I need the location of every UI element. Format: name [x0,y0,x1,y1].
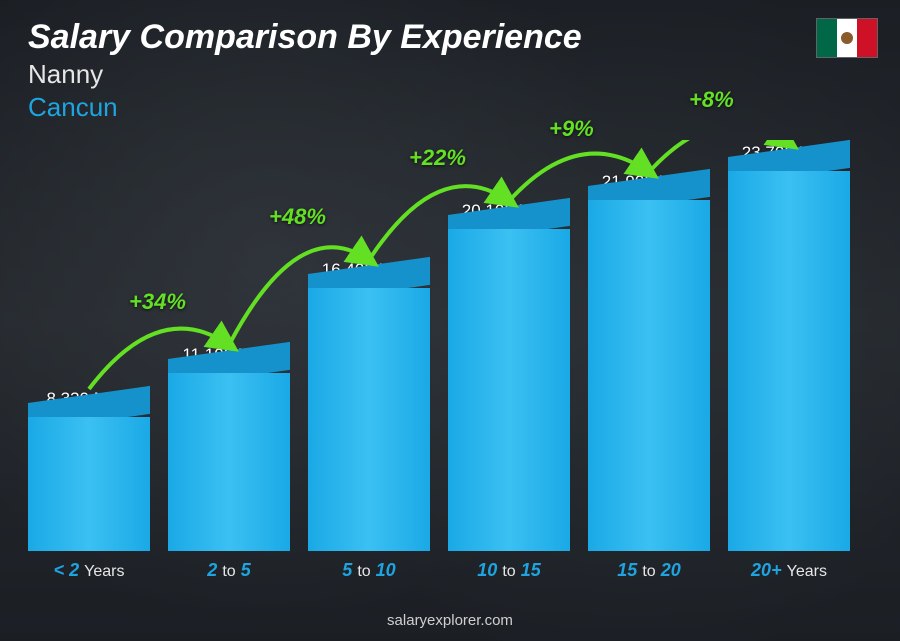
growth-percent-label: +9% [549,116,594,142]
growth-percent-label: +22% [409,145,466,171]
growth-percent-label: +8% [689,87,734,113]
chart-title: Salary Comparison By Experience [28,18,872,57]
chart-container: Salary Comparison By Experience Nanny Ca… [0,0,900,641]
x-axis-label: 2 to 5 [168,560,290,581]
x-axis-label: 20+ Years [728,560,850,581]
chart-location: Cancun [28,92,872,123]
chart-subtitle: Nanny [28,59,872,90]
bar-chart: 8,330 MXN11,100 MXN16,400 MXN20,100 MXN2… [28,140,850,581]
bar: 11,100 MXN [168,345,290,551]
bar: 23,700 MXN [728,143,850,551]
bar: 20,100 MXN [448,201,570,551]
x-axis-label: 15 to 20 [588,560,710,581]
header: Salary Comparison By Experience Nanny Ca… [28,18,872,123]
footer-source: salaryexplorer.com [0,612,900,629]
growth-percent-label: +34% [129,289,186,315]
x-axis-label: 10 to 15 [448,560,570,581]
x-axis-label: 5 to 10 [308,560,430,581]
bar: 21,900 MXN [588,172,710,551]
x-axis-label: < 2 Years [28,560,150,581]
bar: 8,330 MXN [28,389,150,551]
bar: 16,400 MXN [308,260,430,551]
country-flag-icon [816,18,878,58]
growth-percent-label: +48% [269,204,326,230]
